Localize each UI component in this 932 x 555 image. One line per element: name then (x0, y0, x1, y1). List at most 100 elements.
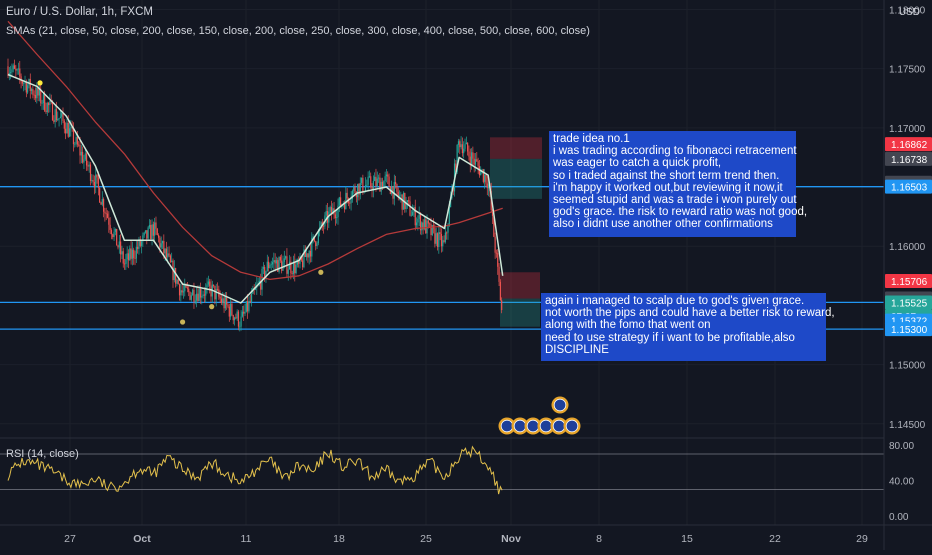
candle-body (156, 228, 158, 236)
candle-body (139, 239, 141, 246)
x-tick-label: 27 (64, 533, 76, 545)
candle-body (465, 142, 467, 145)
candle-body (241, 311, 244, 317)
candle-body (368, 176, 371, 178)
candle-body (423, 219, 426, 230)
rsi-tick-label: 80.00 (889, 441, 914, 452)
candle-body (7, 66, 9, 76)
target-zone (490, 158, 542, 199)
candle-body (10, 72, 12, 74)
candle-body (374, 176, 376, 182)
candle-body (254, 287, 257, 290)
note-line: i'm happy it worked out,but reviewing it… (553, 181, 783, 194)
candle-body (467, 142, 469, 152)
candle-body (290, 261, 292, 274)
candle-body (45, 110, 47, 113)
candle-body (404, 192, 406, 210)
candle-body (29, 79, 31, 91)
candle-body (155, 222, 157, 229)
note-line: seemed stupid and was a trade i won pure… (553, 194, 797, 207)
candle-body (27, 85, 29, 93)
candle-body (198, 288, 200, 301)
note-line: not worth the pips and could have a bett… (545, 307, 835, 320)
candle-body (459, 141, 461, 148)
candle-body (66, 122, 68, 134)
price-label: 1.15706 (891, 277, 928, 288)
x-tick-label: 22 (769, 533, 781, 545)
candle-body (147, 227, 149, 239)
event-icon-inner (539, 419, 553, 433)
candle-body (171, 260, 173, 263)
price-label: 1.15372 (891, 317, 928, 328)
trade-note-2[interactable]: again i managed to scalp due to god's gi… (541, 293, 835, 361)
candle-body (235, 317, 237, 319)
candle-body (93, 181, 96, 188)
event-icon-inner (526, 419, 540, 433)
candle-body (353, 186, 355, 191)
candle-body (354, 186, 356, 193)
candle-body (487, 184, 490, 189)
candle-body (40, 88, 42, 104)
candle-body (469, 156, 471, 165)
event-icon-inner (552, 419, 566, 433)
candle-body (44, 94, 46, 111)
candle-body (169, 255, 171, 263)
candle-body (401, 194, 403, 210)
candle-body (330, 207, 333, 215)
candle-body (269, 265, 271, 269)
candle-body (262, 266, 264, 269)
candle-body (99, 187, 101, 203)
candle-body (264, 266, 266, 279)
x-tick-label: Nov (501, 533, 521, 545)
candle-body (125, 259, 127, 264)
candle-body (377, 177, 380, 179)
candle-body (230, 303, 232, 317)
x-tick-label: 8 (596, 533, 602, 545)
symbol-legend[interactable]: Euro / U.S. Dollar, 1h, FXCM (6, 6, 153, 18)
candle-body (295, 264, 297, 274)
candle-body (71, 127, 73, 129)
trade-note-1[interactable]: trade idea no.1 i was trading according … (549, 131, 807, 237)
candle-body (418, 214, 420, 219)
candle-body (131, 249, 134, 259)
candle-body (258, 280, 261, 283)
target-zone (500, 298, 540, 327)
candle-body (120, 241, 122, 255)
candle-body (34, 95, 37, 99)
candle-body (190, 295, 192, 300)
candle-body (23, 82, 25, 84)
candle-body (351, 190, 353, 200)
candle-body (375, 176, 377, 187)
candle-body (358, 184, 360, 195)
candle-body (457, 141, 460, 145)
candle-body (303, 249, 305, 268)
candle-body (137, 246, 139, 249)
candle-body (498, 266, 500, 282)
sma-legend[interactable]: SMAs (21, close, 50, close, 200, close, … (6, 25, 590, 37)
event-icon-inner (553, 398, 567, 412)
candle-body (463, 148, 465, 154)
candle-body (180, 290, 182, 296)
y-tick-label: 1.14500 (889, 420, 926, 431)
candle-body (85, 153, 88, 166)
x-tick-label: 11 (241, 533, 252, 545)
candle-body (20, 76, 22, 82)
candle-body (414, 207, 416, 226)
candle-body (122, 251, 124, 264)
candle-body (114, 228, 116, 232)
candle-body (203, 294, 206, 296)
price-label-box (885, 179, 932, 194)
candle-body (355, 192, 357, 198)
candle-body (65, 128, 67, 134)
candle-body (391, 186, 393, 195)
price-label-box (885, 274, 932, 289)
candle-body (436, 233, 439, 247)
candle-body (79, 145, 81, 156)
candle-body (362, 177, 364, 193)
rsi-legend[interactable]: RSI (14, close) (6, 448, 79, 460)
candle-body (199, 288, 202, 298)
y-tick-label: 1.17000 (889, 124, 926, 135)
candle-body (275, 260, 278, 264)
